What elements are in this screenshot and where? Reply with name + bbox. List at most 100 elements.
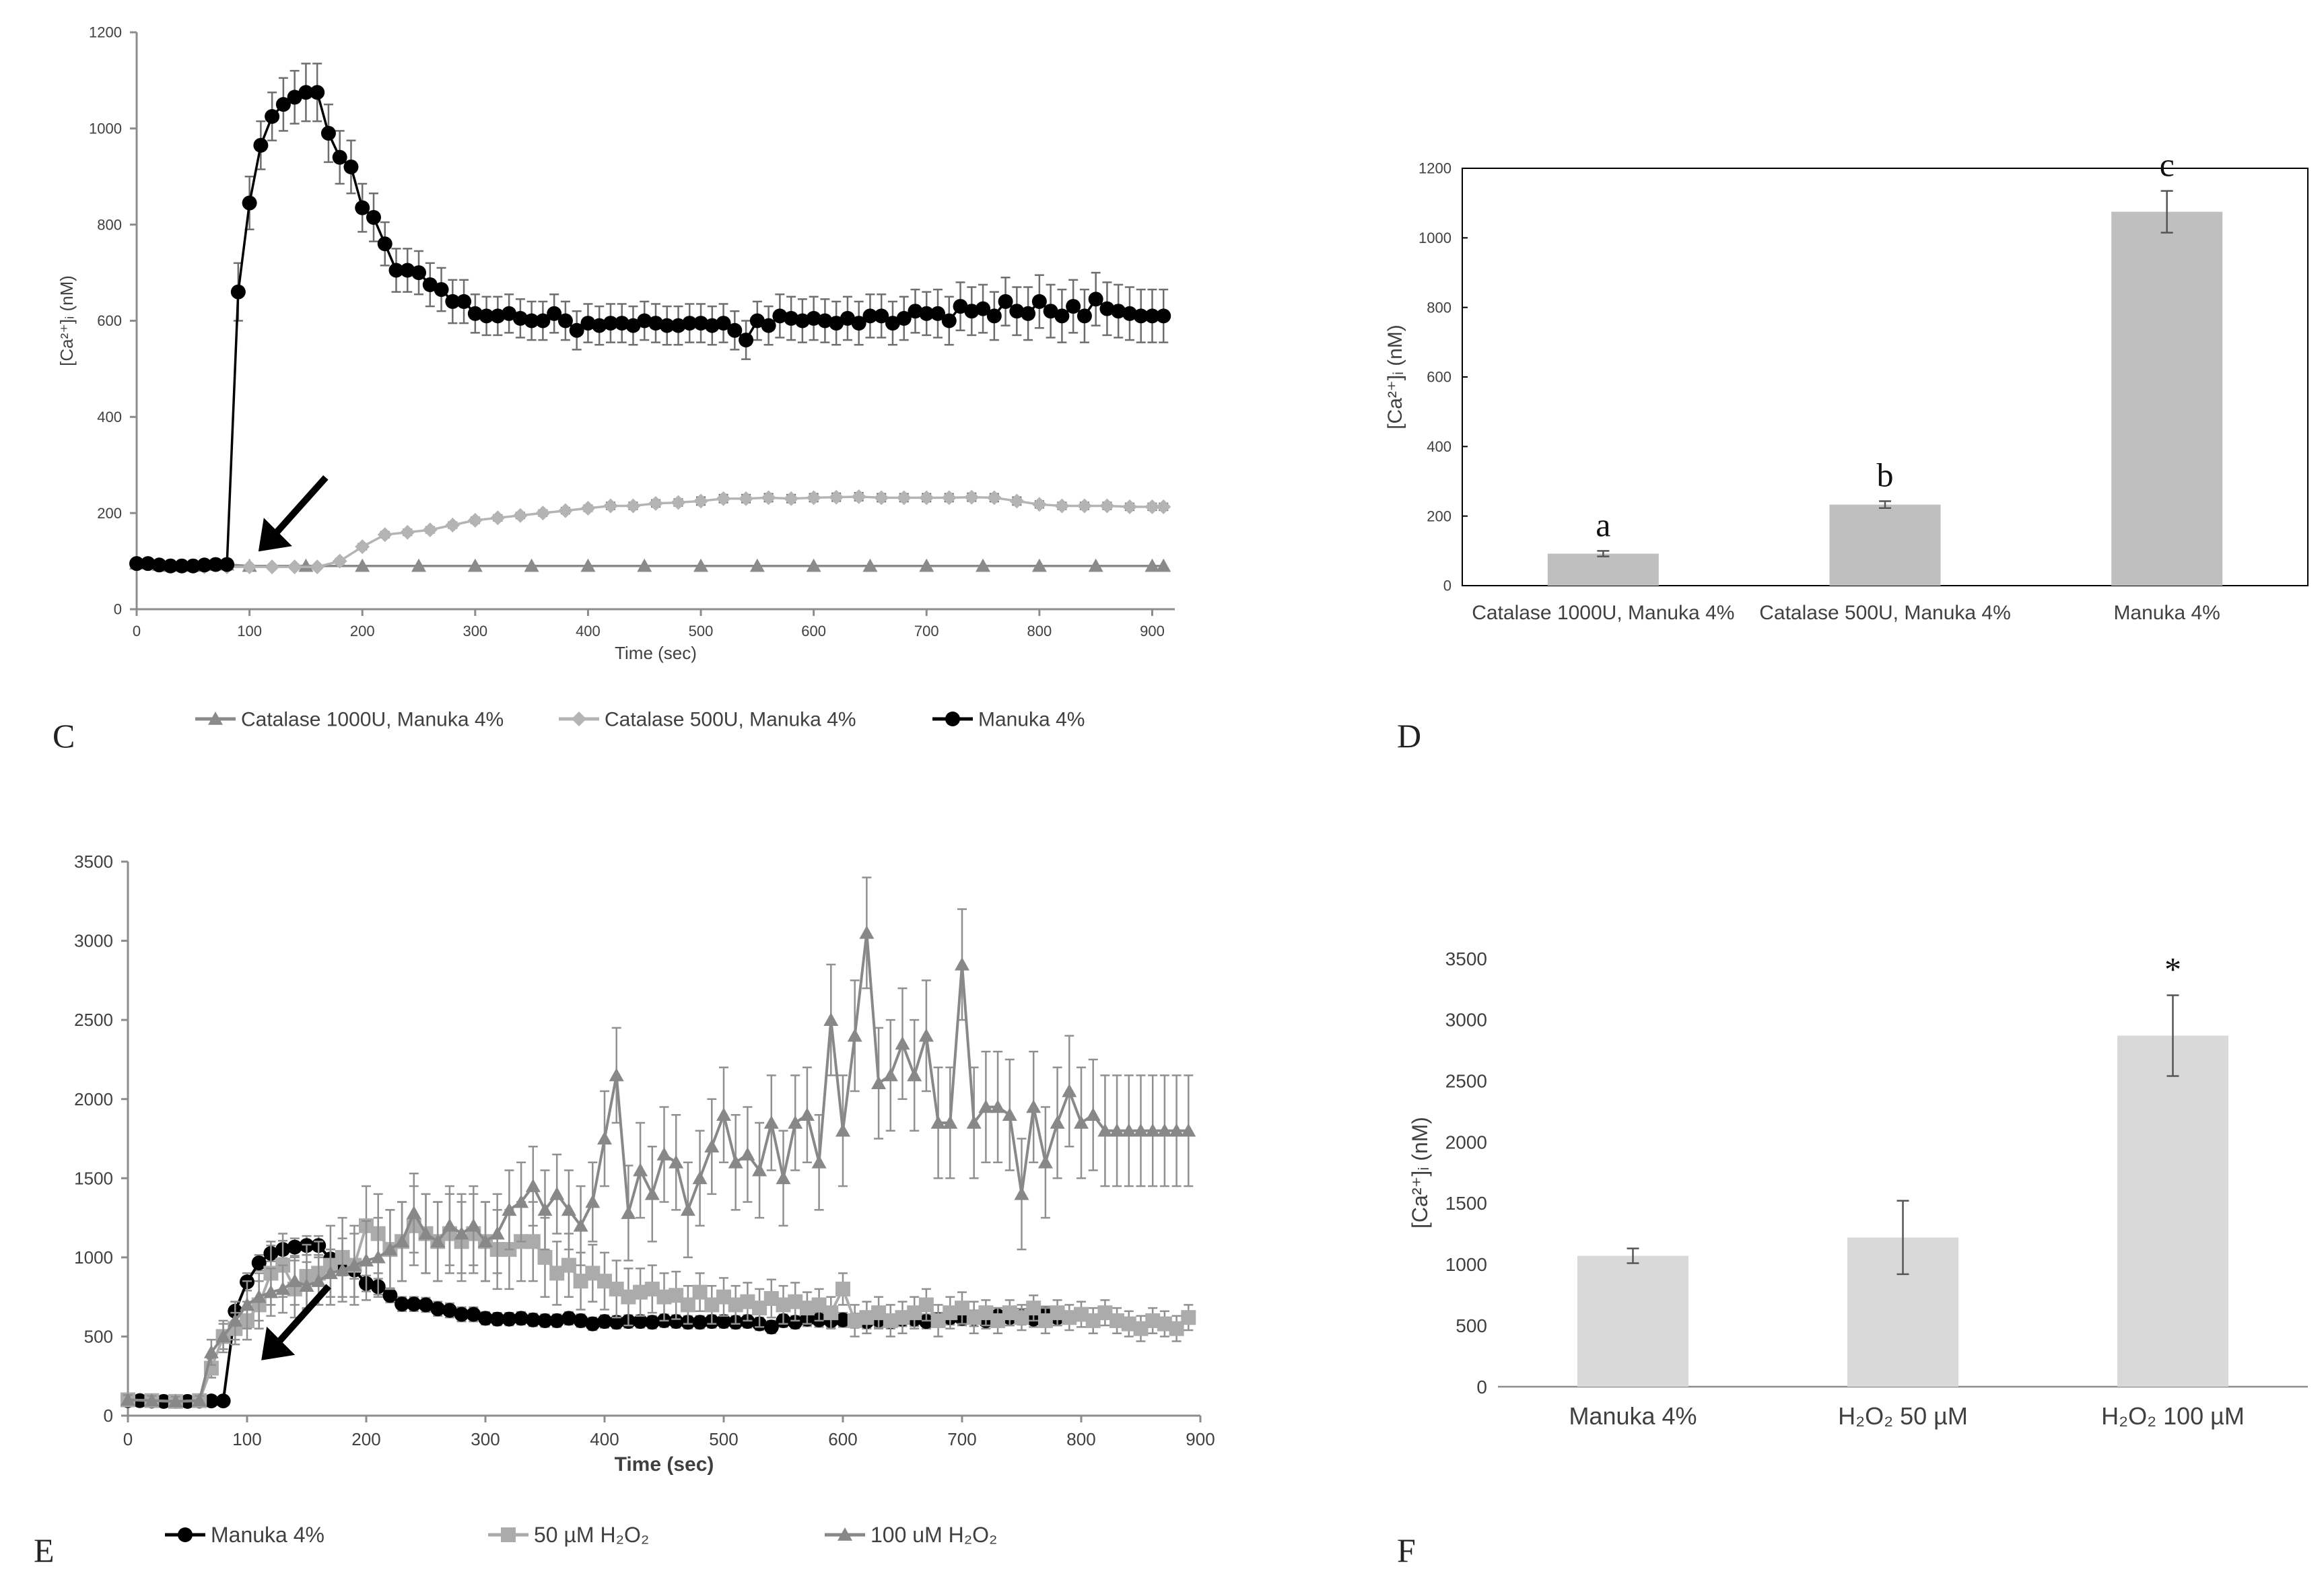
data-point xyxy=(990,1313,1006,1328)
category-label: H₂O₂ 100 µM xyxy=(2101,1402,2245,1430)
data-point xyxy=(377,236,392,252)
data-point xyxy=(1026,1301,1041,1316)
data-point xyxy=(287,1274,302,1287)
y-tick-label: 3500 xyxy=(74,852,113,872)
data-point xyxy=(121,1392,135,1406)
data-point xyxy=(716,316,731,331)
data-point xyxy=(1157,1316,1172,1332)
data-point xyxy=(811,1154,827,1169)
panel-label-f: F xyxy=(1397,1531,1416,1569)
data-point xyxy=(1099,301,1115,316)
significance-annotation: b xyxy=(1877,456,1894,493)
x-tick-label: 200 xyxy=(350,623,375,640)
data-point xyxy=(739,333,754,348)
data-point xyxy=(466,1307,481,1322)
y-tick-label: 0 xyxy=(114,601,122,618)
data-point xyxy=(479,308,494,324)
data-point xyxy=(633,1163,648,1177)
x-tick-label: 400 xyxy=(590,1429,619,1449)
legend-label: 100 uM H₂O₂ xyxy=(870,1523,997,1547)
data-point xyxy=(799,1107,815,1121)
bar xyxy=(1577,1255,1688,1387)
data-point xyxy=(943,1115,958,1129)
data-point xyxy=(1156,558,1171,572)
y-tick-label: 1000 xyxy=(74,1247,113,1268)
data-point xyxy=(752,1301,767,1316)
data-point xyxy=(537,1249,553,1265)
data-point xyxy=(445,293,460,309)
data-point xyxy=(467,558,483,572)
data-point xyxy=(1097,1305,1113,1321)
data-point xyxy=(343,159,359,174)
data-point xyxy=(895,1036,910,1050)
data-point xyxy=(625,318,641,333)
data-point xyxy=(943,1305,958,1321)
category-label: Manuka 4% xyxy=(2113,602,2220,624)
data-point xyxy=(811,1297,827,1313)
legend-marker xyxy=(572,712,586,726)
data-point xyxy=(896,490,912,506)
data-point xyxy=(265,108,280,124)
data-point xyxy=(716,491,731,506)
data-point xyxy=(514,1311,529,1326)
arrow-shaft xyxy=(266,475,329,544)
bar xyxy=(1547,553,1659,586)
data-point xyxy=(739,491,754,506)
data-point xyxy=(203,1393,219,1409)
data-point xyxy=(692,1315,708,1330)
chart-panel-e: 0 500 1000 1500 2000 2500 3000 3500 0 100 200 300 40… xyxy=(74,852,1215,1547)
data-point xyxy=(648,495,663,511)
data-point xyxy=(728,1297,743,1313)
data-point xyxy=(966,1310,982,1325)
data-point xyxy=(335,1262,350,1276)
data-point xyxy=(230,284,246,300)
data-point xyxy=(144,1393,160,1407)
data-point xyxy=(1026,1099,1041,1113)
data-point xyxy=(1122,499,1137,514)
data-point xyxy=(817,313,833,329)
data-point xyxy=(1111,304,1126,319)
data-point xyxy=(502,1202,517,1216)
bar xyxy=(2111,211,2223,586)
data-point xyxy=(478,1311,493,1326)
x-tick-label: 600 xyxy=(828,1429,857,1449)
data-point xyxy=(794,313,810,329)
data-point xyxy=(395,1297,410,1312)
data-point xyxy=(525,1234,541,1249)
data-point xyxy=(784,491,799,506)
data-point xyxy=(185,558,201,574)
data-point xyxy=(1021,306,1036,321)
data-point xyxy=(859,925,875,939)
data-point xyxy=(704,318,720,333)
arrow-head xyxy=(258,518,292,552)
data-point xyxy=(129,556,144,572)
data-point xyxy=(1181,1310,1196,1325)
data-point xyxy=(609,1281,624,1297)
data-point xyxy=(930,306,946,321)
data-point xyxy=(490,308,506,324)
y-tick-label: 600 xyxy=(97,312,122,329)
y-tick-label: 2000 xyxy=(74,1089,113,1109)
data-point xyxy=(430,1301,446,1317)
bar xyxy=(1829,504,1941,586)
data-point xyxy=(489,1226,505,1240)
data-point xyxy=(466,1218,481,1232)
data-point xyxy=(918,1297,934,1313)
significance-annotation: c xyxy=(2160,146,2175,184)
y-tick-label: 0 xyxy=(1476,1377,1487,1397)
data-point xyxy=(633,1314,648,1329)
data-point xyxy=(1074,1307,1089,1322)
data-point xyxy=(1050,1115,1065,1129)
data-point xyxy=(930,1313,946,1328)
data-point xyxy=(355,539,370,555)
data-point xyxy=(478,1234,493,1248)
data-point xyxy=(418,1226,434,1240)
data-point xyxy=(1144,558,1160,572)
data-point xyxy=(907,1068,922,1082)
data-point xyxy=(693,493,709,509)
y-tick-label: 800 xyxy=(97,216,122,233)
data-point xyxy=(633,1284,648,1300)
data-point xyxy=(941,490,957,506)
data-point xyxy=(287,559,302,575)
data-point xyxy=(1076,308,1092,324)
